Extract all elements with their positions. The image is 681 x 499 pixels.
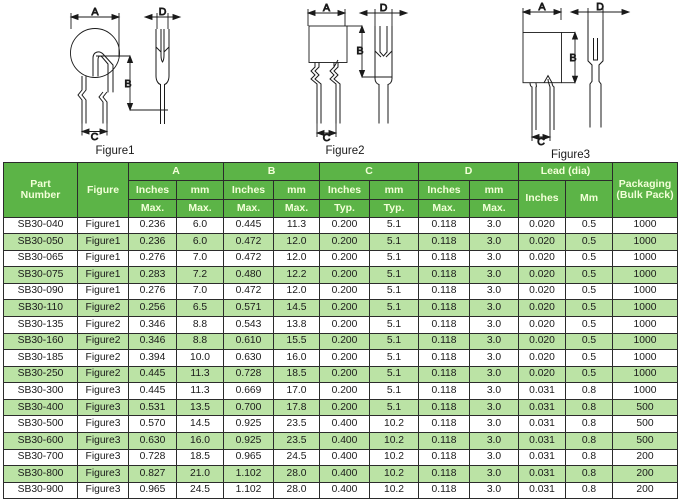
svg-text:C: C xyxy=(91,131,99,143)
svg-text:A: A xyxy=(538,1,545,13)
svg-text:C: C xyxy=(537,136,545,148)
svg-text:B: B xyxy=(569,52,576,64)
svg-text:B: B xyxy=(356,45,363,57)
svg-text:D: D xyxy=(159,6,167,18)
svg-text:D: D xyxy=(380,2,388,14)
svg-text:A: A xyxy=(91,6,98,18)
svg-text:C: C xyxy=(323,132,331,144)
svg-text:A: A xyxy=(323,2,330,14)
svg-text:B: B xyxy=(124,78,131,90)
